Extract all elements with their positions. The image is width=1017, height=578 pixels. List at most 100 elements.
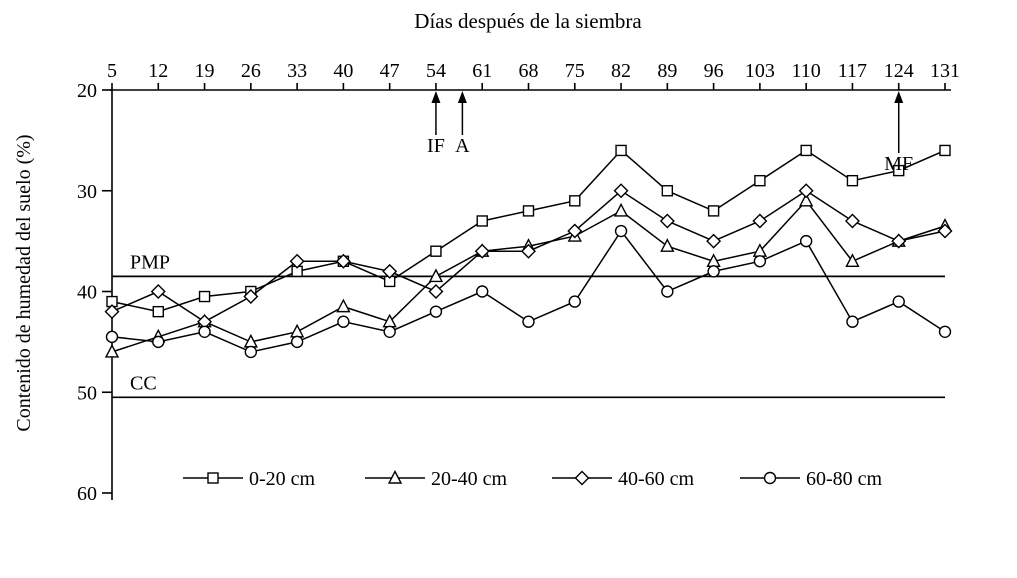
marker-triangle [799, 192, 814, 207]
marker-circle [244, 345, 258, 359]
marker-square [800, 144, 812, 157]
axes: 5 12 19 26 33 40 47 54 61 68 75 82 89 96 103 110 117 124 1… [77, 60, 960, 505]
legend: 0-20 cm 20-40 cm 40-60 cm 60-80 cm [183, 468, 883, 490]
marker-square [661, 185, 674, 197]
marker-diamond [104, 304, 120, 320]
marker-square [430, 245, 442, 257]
y-tick-label: 50 [77, 382, 97, 404]
x-tick-label: 89 [657, 60, 677, 82]
marker-diamond [243, 289, 259, 305]
annotation-arrowhead-if [431, 91, 441, 103]
marker-triangle [428, 268, 444, 283]
x-tick-label: 47 [380, 60, 400, 82]
marker-diamond [798, 183, 814, 199]
marker-diamond [335, 253, 351, 269]
x-tick-label: 12 [148, 60, 168, 82]
data-series [104, 144, 953, 359]
marker-circle [846, 315, 859, 328]
marker-circle [753, 255, 767, 268]
reference-label-cc: CC [130, 372, 157, 394]
marker-diamond [844, 213, 860, 229]
marker-circle [707, 265, 720, 278]
legend-item-40-60-cm: 40-60 cm [552, 468, 695, 490]
marker-circle [476, 285, 489, 298]
x-tick-label: 96 [704, 60, 724, 82]
legend-label: 0-20 cm [249, 468, 316, 490]
marker-triangle [336, 298, 351, 313]
x-tick-label: 68 [519, 60, 539, 82]
x-tick-label: 117 [838, 60, 867, 82]
marker-diamond [428, 284, 444, 299]
marker-circle [799, 234, 813, 248]
legend-label: 20-40 cm [431, 468, 508, 490]
marker-circle [522, 315, 535, 328]
marker-diamond [659, 213, 675, 229]
x-tick-label: 103 [745, 60, 775, 82]
y-tick-label: 40 [77, 282, 97, 304]
marker-circle [198, 325, 211, 338]
marker-circle [105, 330, 119, 344]
x-tick-label: 131 [930, 60, 960, 82]
marker-square [754, 174, 766, 187]
marker-diamond [289, 253, 305, 269]
legend-label: 60-80 cm [806, 468, 883, 490]
y-tick-label: 30 [77, 181, 97, 203]
marker-circle [568, 295, 581, 308]
marker-square [569, 195, 581, 207]
series-line [111, 149, 946, 313]
x-tick-label: 33 [287, 60, 307, 82]
marker-triangle [660, 238, 675, 252]
marker-triangle [104, 343, 120, 358]
marker-diamond [574, 470, 590, 486]
marker-circle [892, 295, 905, 308]
marker-diamond [706, 233, 722, 249]
x-tick-label: 124 [884, 60, 914, 82]
marker-circle [614, 224, 628, 238]
annotation-arrowhead-a [457, 91, 467, 103]
annotation-arrowhead-mf [894, 91, 904, 103]
marker-square [198, 290, 211, 303]
marker-diamond [937, 223, 953, 239]
marker-circle [152, 335, 165, 349]
marker-square [707, 205, 720, 217]
marker-triangle [289, 323, 305, 338]
marker-square [522, 205, 535, 217]
reference-label-pmp: PMP [130, 251, 170, 273]
marker-circle [337, 315, 350, 328]
marker-circle [429, 305, 443, 318]
x-tick-label: 40 [333, 60, 353, 82]
marker-diamond [752, 213, 768, 229]
annotation-label-if: IF [427, 135, 445, 157]
y-tick-label: 20 [77, 80, 97, 102]
x-tick-label: 54 [426, 60, 446, 82]
marker-diamond [613, 183, 629, 199]
marker-square [207, 472, 219, 484]
chart-title: Días después de la siembra [414, 9, 642, 33]
marker-circle [938, 325, 952, 338]
marker-diamond [474, 243, 490, 259]
x-tick-label: 110 [792, 60, 821, 82]
reference-lines: PMP CC [112, 251, 945, 399]
annotation-label-a: A [455, 135, 470, 157]
legend-item-60-80-cm: 60-80 cm [740, 468, 883, 490]
marker-square [846, 174, 859, 187]
y-axis-label: Contenido de humedad del suelo (%) [13, 134, 35, 431]
marker-diamond [891, 233, 907, 249]
legend-item-20-40-cm: 20-40 cm [365, 468, 508, 490]
marker-square [615, 144, 627, 157]
x-tick-label: 19 [195, 60, 215, 82]
annotations: IF A MF [427, 91, 913, 175]
marker-diamond [521, 243, 536, 259]
marker-diamond [567, 223, 583, 239]
x-tick-label: 5 [107, 60, 117, 82]
legend-item-0-20-cm: 0-20 cm [183, 468, 316, 490]
x-tick-label: 61 [472, 60, 492, 82]
marker-square [939, 144, 951, 157]
marker-circle [763, 471, 777, 485]
legend-label: 40-60 cm [618, 468, 695, 490]
marker-square [152, 305, 164, 318]
marker-square [476, 215, 488, 227]
x-tick-label: 75 [565, 60, 585, 82]
